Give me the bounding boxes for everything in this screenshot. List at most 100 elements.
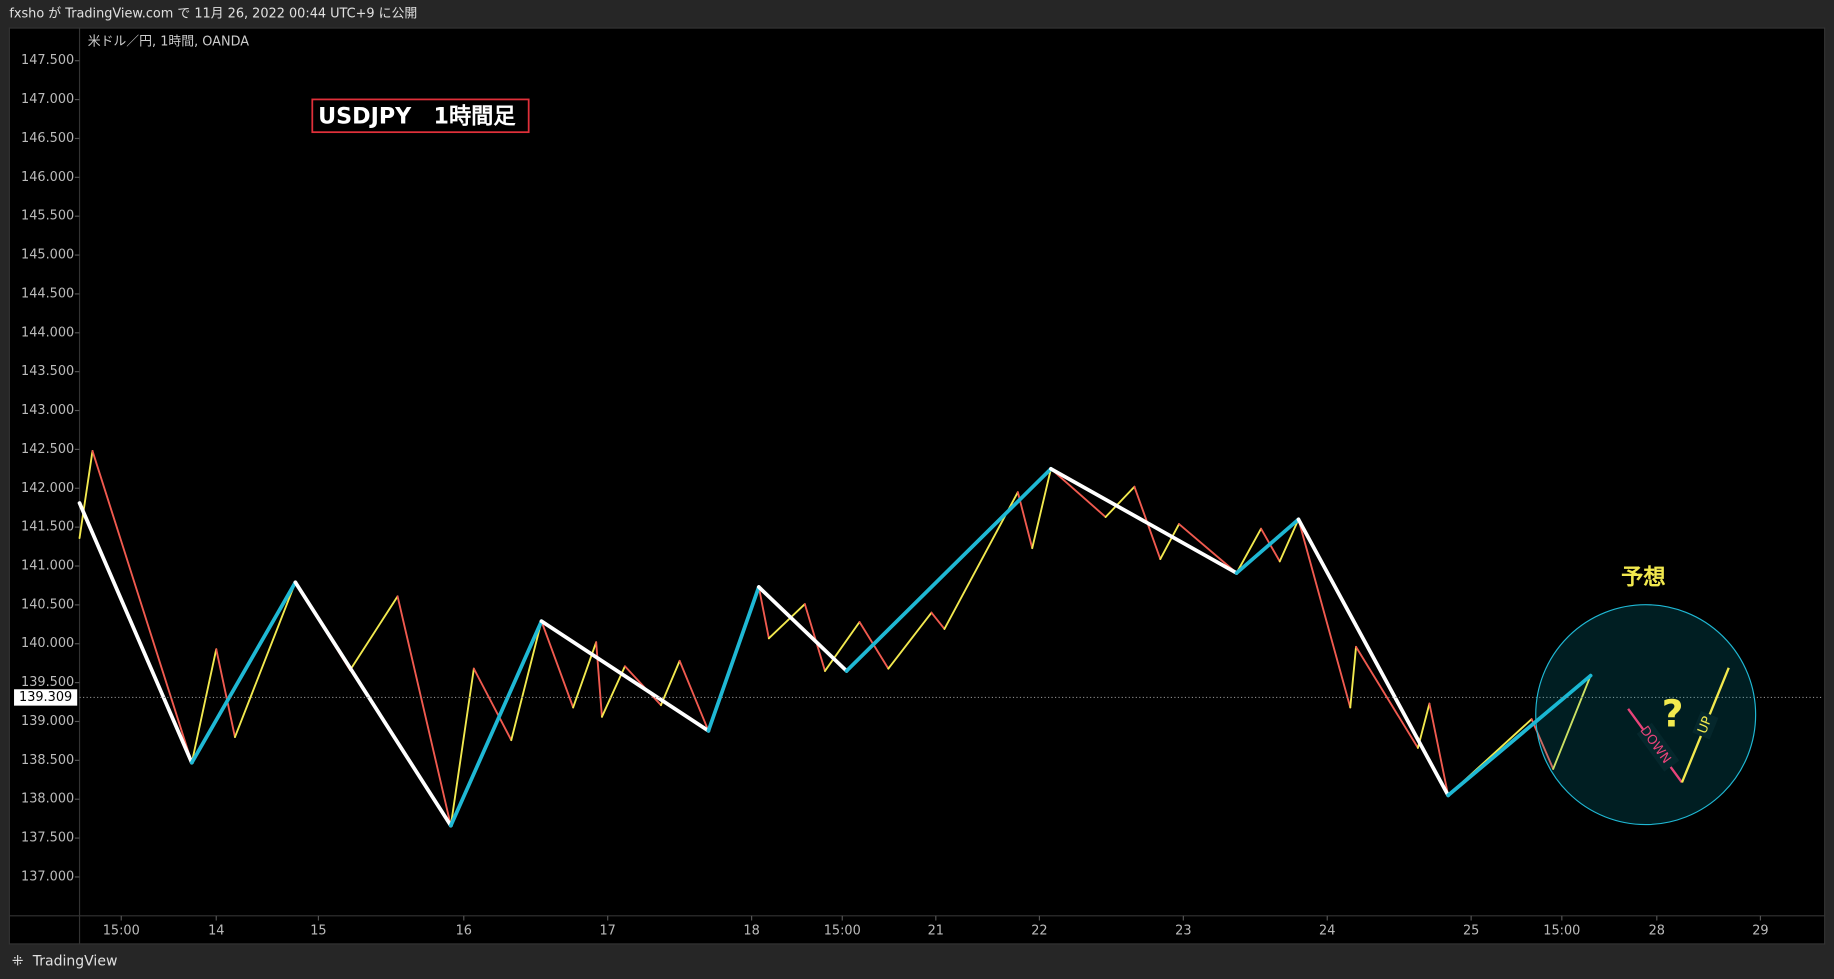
y-tick-label: 143.000: [21, 403, 74, 418]
chart-title: USDJPY 1時間足: [318, 103, 516, 129]
y-tick-label: 147.500: [21, 53, 74, 68]
y-tick-label: 147.000: [21, 92, 74, 107]
zigzag-segment: [540, 620, 575, 709]
zigzag-segment: [91, 450, 193, 764]
y-tick-label: 139.500: [21, 675, 74, 690]
zigzag-segment: [1355, 645, 1419, 749]
zigzag-segment: [756, 585, 849, 673]
x-tick-label: 24: [1319, 924, 1335, 939]
zigzag-segment: [1530, 718, 1555, 770]
zigzag-segment: [1049, 467, 1107, 518]
zigzag-segment: [293, 580, 453, 828]
header-text: fxsho が TradingView.com で 11月 26, 2022 0…: [9, 7, 417, 22]
forecast-circle: [1535, 604, 1757, 826]
x-tick-label: 15:00: [1543, 924, 1580, 939]
zigzag-segment: [930, 611, 946, 630]
y-tick-label: 137.000: [21, 869, 74, 884]
plot: 137.000 137.500 138.000 138.500 139.000 139.5…: [14, 53, 1823, 939]
zigzag-segment: [1159, 523, 1180, 560]
x-tick-label: 15:00: [824, 924, 861, 939]
zigzag-segment: [844, 466, 1053, 673]
zigzag-segment: [77, 501, 194, 765]
zigzag-segment: [1049, 466, 1239, 575]
zigzag-segment: [510, 620, 543, 742]
zigzag-segment: [803, 603, 826, 672]
zigzag-segment: [1234, 517, 1301, 575]
x-tick-label: 25: [1463, 924, 1479, 939]
zigzag-segment: [539, 619, 711, 733]
zigzag-segment: [190, 648, 218, 764]
up-label: UP: [1695, 714, 1715, 736]
zigzag-segment: [448, 619, 544, 828]
y-tick-label: 138.500: [21, 753, 74, 768]
footer-logo: ⁜: [12, 953, 24, 969]
y-tick-label: 145.500: [21, 209, 74, 224]
footer-text: TradingView: [32, 953, 118, 969]
last-price-label: 139.309: [19, 690, 72, 705]
x-tick-label: 23: [1175, 924, 1191, 939]
zigzag-segment: [1278, 518, 1300, 563]
zigzag-segment: [1446, 673, 1593, 798]
zigzag-segment: [757, 586, 770, 640]
zigzag-segment: [1349, 645, 1357, 709]
zigzag-segment: [1235, 527, 1262, 574]
x-tick-label: 29: [1752, 924, 1768, 939]
zigzag-segment: [1297, 518, 1352, 709]
up-label-bg: [1692, 710, 1719, 740]
y-tick-label: 142.000: [21, 481, 74, 496]
question-mark: ?: [1662, 691, 1684, 735]
y-tick-label: 139.000: [21, 714, 74, 729]
y-tick-label: 144.500: [21, 286, 74, 301]
zigzag-segment: [1428, 702, 1450, 797]
zigzag-segment: [1104, 485, 1136, 518]
zigzag-segment: [1031, 467, 1052, 550]
zigzag-segment: [1296, 517, 1451, 798]
y-tick-label: 146.500: [21, 131, 74, 146]
zigzag-segment: [472, 667, 513, 742]
y-tick-label: 143.500: [21, 364, 74, 379]
zigzag-segment: [706, 585, 761, 733]
zigzag-segment: [595, 641, 603, 718]
y-tick-label: 146.000: [21, 170, 74, 185]
x-tick-label: 28: [1649, 924, 1665, 939]
zigzag-segment: [78, 450, 94, 539]
zigzag-segment: [660, 659, 681, 707]
zigzag-segment: [1178, 523, 1238, 574]
y-tick-label: 141.000: [21, 559, 74, 574]
zigzag-segment: [767, 603, 806, 640]
x-tick-label: 18: [743, 924, 759, 939]
zigzag-segment: [1552, 674, 1592, 770]
x-tick-label: 15: [310, 924, 326, 939]
title-box: [311, 98, 530, 134]
zigzag-segment: [215, 648, 236, 738]
down-label-bg: [1636, 722, 1680, 772]
zigzag-segment: [678, 659, 710, 732]
symbol-label: 米ドル／円, 1時間, OANDA: [88, 35, 250, 50]
zigzag-segment: [887, 611, 933, 670]
y-tick-label: 138.000: [21, 792, 74, 807]
zigzag-segment: [234, 581, 297, 738]
x-tick-label: 14: [208, 924, 224, 939]
y-tick-label: 141.500: [21, 520, 74, 535]
zigzag-segment: [396, 595, 452, 827]
y-tick-label: 144.000: [21, 325, 74, 340]
x-tick-label: 15:00: [103, 924, 140, 939]
zigzag-segment: [449, 667, 475, 827]
x-tick-label: 16: [456, 924, 472, 939]
zigzag-segment: [189, 580, 298, 765]
y-tick-label: 142.500: [21, 442, 74, 457]
x-tick-label: 17: [600, 924, 616, 939]
y-tick-label: 145.000: [21, 248, 74, 263]
y-tick-label: 137.500: [21, 831, 74, 846]
zigzag-segment: [349, 595, 399, 672]
y-tick-label: 140.500: [21, 597, 74, 612]
zigzag-segment: [824, 621, 861, 672]
last-price-box: [14, 689, 78, 706]
forecast-label: 予想: [1621, 564, 1665, 590]
x-tick-label: 22: [1031, 924, 1047, 939]
chart-area: [8, 27, 1826, 945]
y-tick-label: 140.000: [21, 636, 74, 651]
